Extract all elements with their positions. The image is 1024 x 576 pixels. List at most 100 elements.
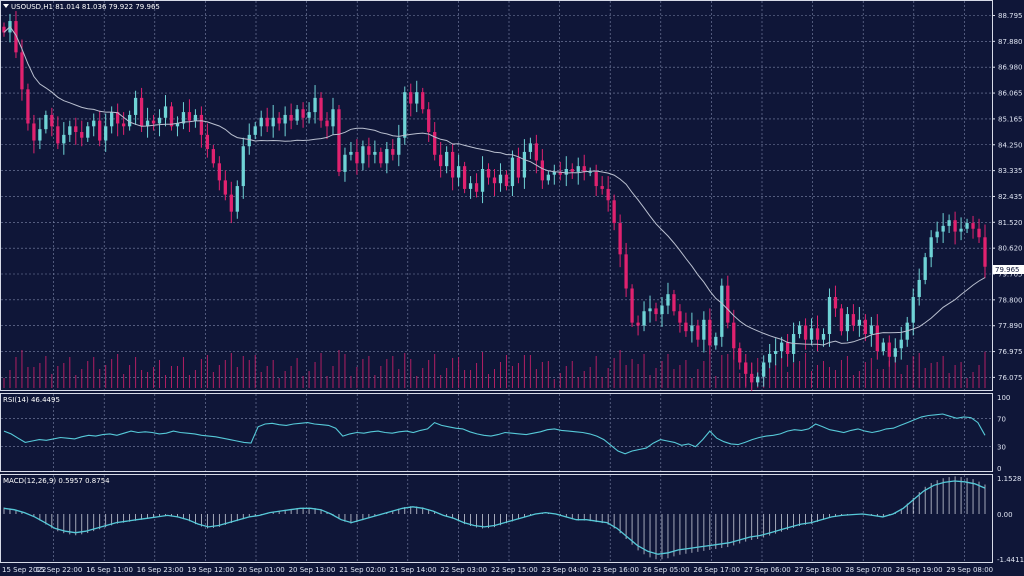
volume-bar — [517, 363, 519, 388]
volume-bar — [948, 373, 950, 388]
volume-bar — [308, 371, 310, 388]
candle-body — [756, 376, 760, 383]
volume-bar — [631, 359, 633, 388]
volume-bar — [236, 367, 238, 388]
volume-bar — [123, 374, 125, 388]
volume-bar — [625, 365, 627, 388]
volume-bar — [87, 361, 89, 388]
volume-bar — [583, 371, 585, 388]
volume-bar — [822, 361, 824, 388]
volume-bar — [368, 356, 370, 388]
candle-body — [492, 177, 497, 184]
volume-bar — [984, 351, 986, 388]
volume-bar — [51, 374, 53, 388]
current-price-tag: 79.965 — [993, 265, 1024, 274]
candle-body — [726, 285, 730, 323]
candle-body — [762, 362, 766, 377]
volume-bar — [422, 368, 424, 388]
volume-bar — [488, 374, 490, 388]
volume-bar — [176, 366, 178, 388]
candle-body — [355, 151, 359, 164]
candle-body — [588, 171, 592, 173]
candle-body — [62, 134, 66, 144]
candle-body — [594, 171, 598, 187]
candle-body — [379, 151, 383, 164]
candle-body — [504, 174, 509, 187]
volume-bar — [147, 372, 149, 388]
candle-body — [462, 166, 467, 189]
candle-body — [223, 180, 227, 195]
volume-bar — [218, 365, 220, 388]
candle-body — [809, 328, 814, 340]
candle-body — [474, 183, 479, 192]
volume-bar — [188, 375, 190, 388]
time-axis-label: 23 Sep 04:00 — [542, 566, 589, 574]
volume-bar — [296, 358, 298, 388]
volume-bar — [870, 358, 872, 388]
volume-bar — [284, 371, 286, 388]
volume-bar — [440, 375, 442, 388]
rsi-layer — [3, 413, 986, 455]
volume-bar — [547, 361, 549, 388]
time-axis-label: 21 Sep 14:00 — [390, 566, 437, 574]
candle-body — [821, 334, 826, 340]
volume-bar — [165, 375, 167, 388]
candle-body — [456, 166, 461, 178]
volume-bar — [362, 359, 364, 388]
candle-body — [660, 305, 664, 315]
volume-bar — [715, 376, 717, 388]
candle-body — [139, 97, 144, 127]
volume-bar — [93, 357, 95, 388]
candle-body — [133, 97, 138, 115]
volume-bar — [458, 357, 460, 388]
candle-body — [702, 319, 706, 340]
volume-bar — [33, 367, 35, 388]
candle-body — [480, 168, 485, 192]
macd-axis-label: 0.00 — [997, 511, 1013, 519]
volume-bar — [159, 360, 161, 388]
candle-body — [439, 154, 443, 167]
volume-bar — [344, 354, 346, 388]
candle-body — [815, 328, 820, 340]
time-axis-label: 28 Sep 07:00 — [845, 566, 892, 574]
volume-bar — [811, 371, 813, 388]
price-axis-label: 81.520 — [998, 219, 1023, 227]
time-axis-label: 28 Sep 19:00 — [896, 566, 943, 574]
volume-bar — [852, 375, 854, 388]
volume-bar — [613, 358, 615, 388]
volume-bar — [57, 366, 59, 388]
volume-bar — [314, 362, 316, 388]
candle-body — [468, 183, 473, 189]
candle-body — [283, 114, 287, 124]
volume-bar — [356, 367, 358, 388]
price-axis-label: 88.795 — [998, 12, 1023, 20]
moving-average-line — [3, 25, 986, 346]
symbol-info: USOUSD,H1 81.014 81.036 79.922 79.965 — [11, 3, 160, 11]
rsi-axis-label: 100 — [997, 394, 1010, 402]
volume-bar — [709, 353, 711, 388]
macd-layer — [3, 476, 986, 560]
rsi-panel-border — [0, 393, 993, 472]
triangle-down-icon[interactable] — [3, 4, 9, 8]
candle-body — [875, 325, 879, 352]
volume-bar — [260, 372, 262, 388]
candle-body — [121, 123, 126, 127]
volume-bar — [99, 369, 101, 388]
candle-body — [391, 149, 395, 155]
volume-bar — [721, 355, 723, 388]
candle-body — [959, 228, 963, 232]
volume-bar — [338, 350, 340, 388]
candle-body — [750, 373, 754, 383]
volume-bar — [494, 369, 495, 388]
candle-body — [169, 106, 174, 127]
candle-body — [361, 146, 365, 164]
time-axis-label: 23 Sep 16:00 — [592, 566, 639, 574]
volume-bar — [769, 368, 771, 388]
volume-bar — [254, 355, 256, 388]
candle-body — [690, 325, 694, 332]
volume-bar — [505, 355, 507, 388]
candle-body — [528, 143, 533, 152]
candle-body — [145, 120, 150, 127]
